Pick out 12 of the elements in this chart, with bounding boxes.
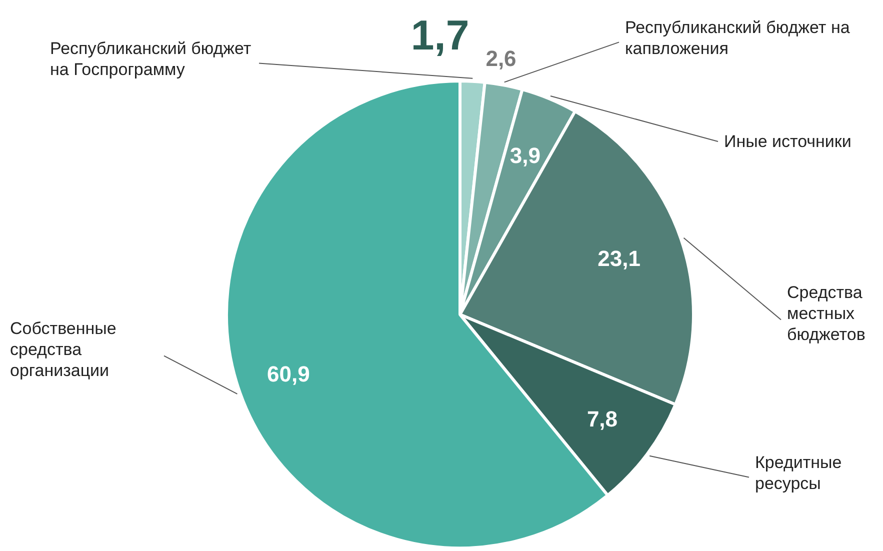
data-label: 7,8	[586, 406, 618, 432]
data-label: 1,7	[410, 12, 470, 59]
data-label: 2,6	[486, 46, 516, 72]
slice-label: Кредитные ресурсы	[755, 452, 843, 494]
slice-label: Республиканский бюджет на Госпрограмму	[50, 38, 252, 80]
slice-label: Средства местных бюджетов	[787, 282, 866, 345]
data-label: 23,1	[598, 246, 640, 272]
data-label: 3,9	[510, 143, 541, 168]
slice-label: Иные источники	[724, 131, 852, 152]
data-label: 60,9	[267, 362, 310, 387]
slice-label: Собственные средства организации	[10, 318, 118, 381]
slice-label: Республиканский бюджет на капвложения	[625, 17, 851, 59]
